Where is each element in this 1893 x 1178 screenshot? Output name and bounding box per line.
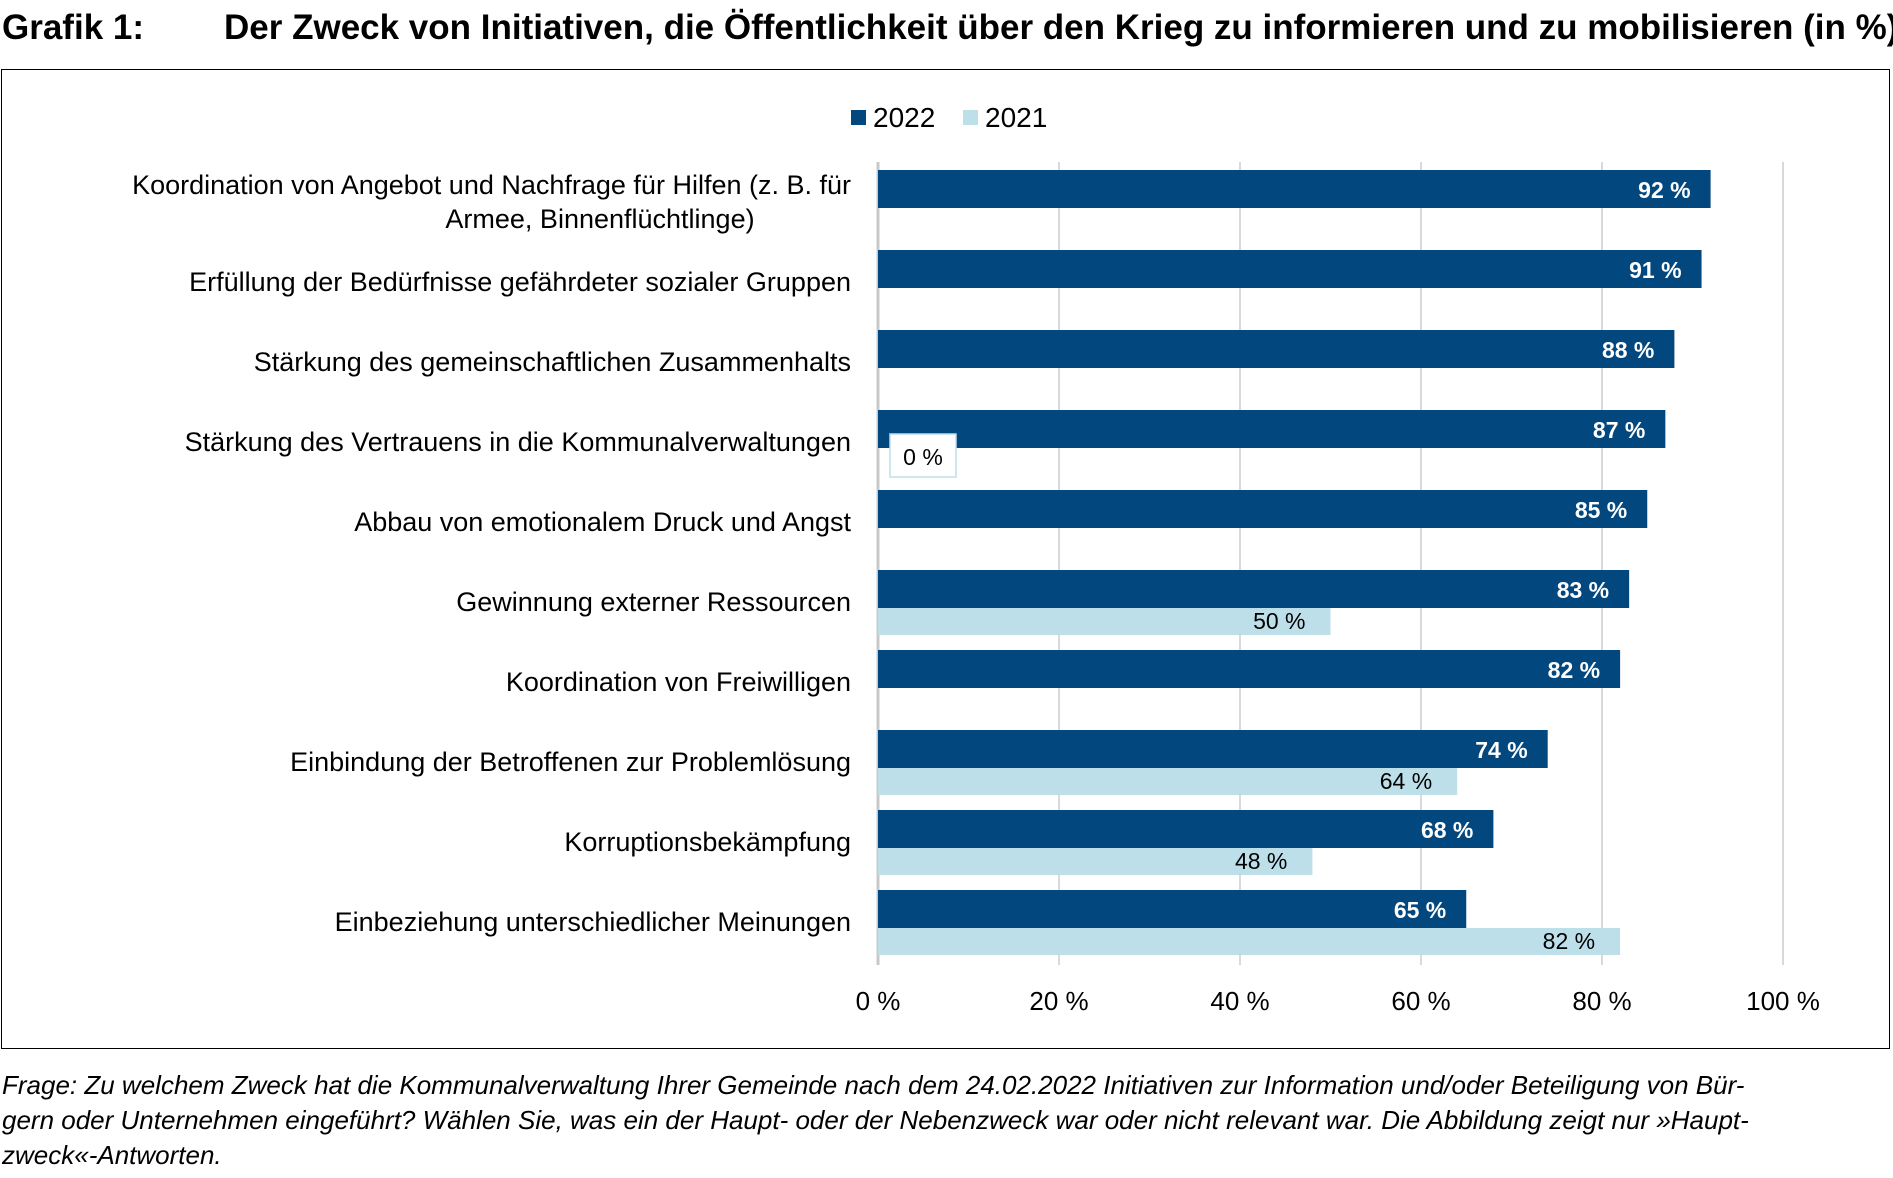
category-label: Gewinnung externer Ressourcen <box>456 587 851 617</box>
data-label-2022: 87 % <box>1593 417 1645 443</box>
bar-2021 <box>878 928 1621 955</box>
legend-swatch-2022 <box>851 110 866 125</box>
footnote-line: Frage: Zu welchem Zweck hat die Kommunal… <box>2 1070 1745 1100</box>
category-label: Koordination von Freiwilligen <box>506 667 851 697</box>
data-label-2022: 74 % <box>1475 737 1527 763</box>
data-label-2022: 92 % <box>1638 177 1690 203</box>
data-label-2022: 85 % <box>1575 497 1627 523</box>
category-label: Koordination von Angebot und Nachfrage f… <box>132 170 851 200</box>
data-label-2021: 64 % <box>1380 768 1432 794</box>
legend-label: 2022 <box>873 102 935 133</box>
bar-2022 <box>878 250 1702 288</box>
x-tick-label: 100 % <box>1746 986 1820 1016</box>
data-label-2022: 91 % <box>1629 257 1681 283</box>
x-tick-label: 60 % <box>1391 986 1450 1016</box>
bar-2022 <box>878 730 1548 768</box>
bar-2021 <box>878 848 1313 875</box>
x-tick-label: 0 % <box>856 986 901 1016</box>
bar-2022 <box>878 490 1648 528</box>
data-label-2021: 0 % <box>903 444 943 470</box>
title-text: Der Zweck von Initiativen, die Öffentlic… <box>224 8 1893 47</box>
legend-swatch-2021 <box>963 110 978 125</box>
chart-frame <box>1 69 1890 1049</box>
data-label-2022: 83 % <box>1557 577 1609 603</box>
data-label-2022: 88 % <box>1602 337 1654 363</box>
bar-2022 <box>878 890 1467 928</box>
category-label: Stärkung des Vertrauens in die Kommunalv… <box>185 427 851 457</box>
category-label: Stärkung des gemeinschaftlichen Zusammen… <box>254 347 851 377</box>
x-tick-label: 80 % <box>1572 986 1631 1016</box>
x-tick-label: 20 % <box>1029 986 1088 1016</box>
footnote-line: zweck«-Antworten. <box>2 1140 222 1170</box>
data-label-2021: 50 % <box>1253 608 1305 634</box>
x-tick-label: 40 % <box>1210 986 1269 1016</box>
bar-2021 <box>878 768 1458 795</box>
data-label-box-2021 <box>889 433 957 478</box>
category-label: Abbau von emotionalem Druck und Angst <box>354 507 851 537</box>
bar-2021 <box>878 608 1331 635</box>
figure-number: Grafik 1: <box>2 8 144 47</box>
footnote: Frage: Zu welchem Zweck hat die Kommunal… <box>2 1068 1890 1173</box>
category-label: Einbeziehung unterschiedlicher Meinungen <box>335 907 851 937</box>
bar-2022 <box>878 330 1675 368</box>
data-label-2022: 68 % <box>1421 817 1473 843</box>
data-label-2021: 82 % <box>1543 928 1595 954</box>
bar-2022 <box>878 410 1666 448</box>
bar-2022 <box>878 170 1711 208</box>
footnote-line: gern oder Unternehmen eingeführt? Wählen… <box>2 1105 1749 1135</box>
bar-2022 <box>878 570 1630 608</box>
chart-title: Grafik 1: Der Zweck von Initiativen, die … <box>2 8 1893 48</box>
category-label: Armee, Binnenflüchtlinge) <box>445 204 754 234</box>
category-label: Erfüllung der Bedürfnisse gefährdeter so… <box>189 267 851 297</box>
category-label: Einbindung der Betroffenen zur Problemlö… <box>290 747 851 777</box>
data-label-2022: 65 % <box>1394 897 1446 923</box>
bar-2022 <box>878 810 1494 848</box>
legend-label: 2021 <box>985 102 1047 133</box>
data-label-2022: 82 % <box>1548 657 1600 683</box>
data-label-2021: 48 % <box>1235 848 1287 874</box>
category-label: Korruptionsbekämpfung <box>564 827 851 857</box>
bar-2022 <box>878 650 1621 688</box>
